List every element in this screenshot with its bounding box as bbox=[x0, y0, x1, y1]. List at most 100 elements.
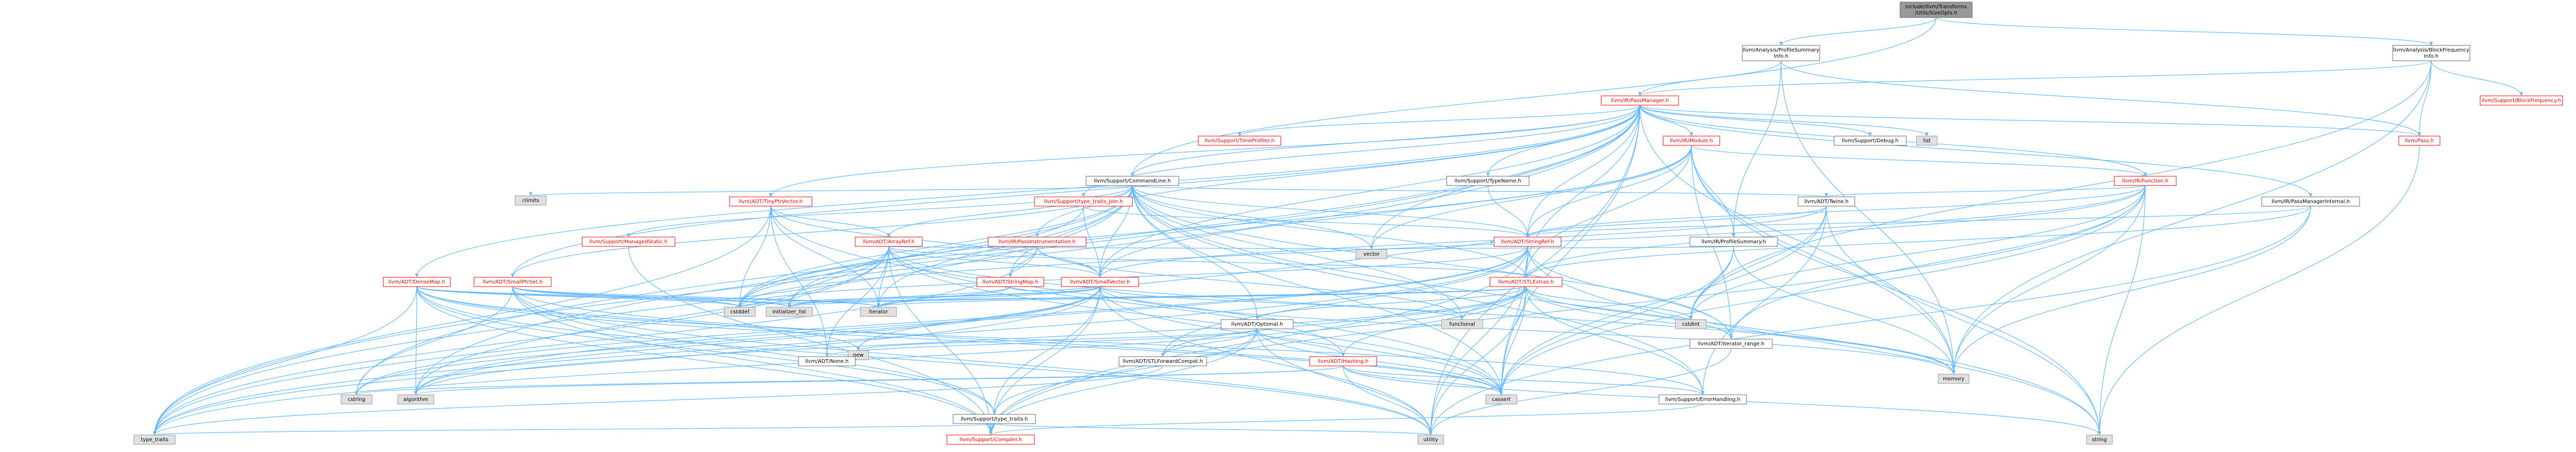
node-llvm-adt-stlforwardcompat-h[interactable]: llvm/ADT/STLForwardCompat.h bbox=[1118, 356, 1207, 366]
edge-cmdline-to-string bbox=[1132, 185, 2102, 436]
node-llvm-support-type-traits-h[interactable]: llvm/Support/type_traits.h bbox=[953, 414, 1036, 424]
node-box bbox=[946, 434, 1035, 445]
edge-passmgr-to-utility bbox=[1429, 105, 1640, 436]
node-label: llvm/IR/PassManagerInternal.h bbox=[2272, 199, 2350, 205]
node-llvm-support-errorhandling-h[interactable]: llvm/Support/ErrorHandling.h bbox=[1658, 394, 1747, 405]
edge-stlextras-to-hashing bbox=[1341, 286, 1527, 357]
node-llvm-support-managedstatic-h[interactable]: llvm/Support/ManagedStatic.h bbox=[582, 237, 675, 247]
edge-smallptrset-to-cassert bbox=[512, 286, 1503, 395]
edge-passinstr-to-functional bbox=[1037, 246, 1464, 320]
edge-cmdline-to-cassert bbox=[1132, 185, 1503, 395]
node-llvm-support-type-traits-join-h[interactable]: llvm/Support/type_traits_join.h bbox=[1034, 196, 1133, 207]
edge-profsum-to-cassert bbox=[1499, 246, 1734, 395]
edge-stringref-to-iterrange bbox=[1527, 246, 1733, 340]
edge-typejoin-to-smallvector bbox=[1083, 206, 1102, 278]
node-label: llvm/IR/Module.h bbox=[1670, 138, 1713, 144]
edge-smallptrset-to-iterator bbox=[512, 286, 880, 308]
node-label: llvm/ADT/StringMap.h bbox=[982, 279, 1038, 285]
node-string: string bbox=[2086, 434, 2113, 445]
node-llvm-adt-stringmap-h[interactable]: llvm/ADT/StringMap.h bbox=[976, 277, 1044, 287]
node-llvm-adt-stlextras-h[interactable]: llvm/ADT/STLExtras.h bbox=[1489, 277, 1563, 287]
node-utility: utility bbox=[1417, 434, 1444, 445]
node-label: /Utils/SizeOpts.h bbox=[1915, 10, 1957, 16]
edge-smallvector-to-memory bbox=[1099, 286, 1956, 375]
node-label: cstring bbox=[348, 397, 365, 403]
node-llvm-adt-twine-h[interactable]: llvm/ADT/Twine.h bbox=[1798, 196, 1855, 207]
edge-densemap-to-errhandling bbox=[416, 286, 1705, 395]
node-llvm-ir-function-h[interactable]: llvm/IR/Function.h bbox=[2114, 176, 2177, 186]
node-llvm-adt-optional-h[interactable]: llvm/ADT/Optional.h bbox=[1221, 319, 1294, 329]
edge-passmgr-to-stlextras bbox=[1524, 105, 1640, 278]
node-llvm-adt-tinyptrvector-h[interactable]: llvm/ADT/TinyPtrVector.h bbox=[729, 196, 812, 207]
node-box bbox=[1658, 394, 1747, 405]
node-box bbox=[1441, 319, 1483, 329]
node-label: llvm/ADT/STLForwardCompat.h bbox=[1123, 359, 1203, 364]
edge-stlextras-to-errhandling bbox=[1526, 286, 1705, 395]
node-box bbox=[1355, 249, 1387, 259]
node-initializer-list: initializer_list bbox=[766, 307, 813, 317]
node-llvm-ir-module-h[interactable]: llvm/IR/Module.h bbox=[1663, 136, 1720, 146]
node-box bbox=[1798, 196, 1855, 207]
node-label: llvm/IR/ProfileSummary.h bbox=[1701, 239, 1766, 245]
edge-function-to-stringref bbox=[1526, 185, 2146, 238]
node-llvm-adt-smallptrset-h[interactable]: llvm/ADT/SmallPtrSet.h bbox=[473, 277, 552, 287]
node-label: llvm/Support/Debug.h bbox=[1842, 138, 1899, 144]
node-box bbox=[515, 195, 547, 206]
edge-stlextras-to-algorithm bbox=[414, 286, 1527, 395]
node-box bbox=[1663, 136, 1720, 146]
edge-passmgr-to-smallvector bbox=[1098, 105, 1640, 278]
node-label: llvm/ADT/TinyPtrVector.h bbox=[739, 199, 803, 205]
node-label: type_traits bbox=[141, 437, 168, 443]
node-llvm-adt-stringref-h[interactable]: llvm/ADT/StringRef.h bbox=[1494, 237, 1562, 247]
node-label: algorithm bbox=[403, 397, 428, 403]
edge-function-to-cstddef bbox=[738, 185, 2146, 308]
node-box bbox=[2398, 136, 2441, 146]
edge-densemap-to-typetraits bbox=[416, 286, 996, 415]
node-box bbox=[1689, 237, 1778, 247]
edge-stlextras-to-iterator bbox=[876, 286, 1527, 308]
node-llvm-support-compiler-h[interactable]: llvm/Support/Compiler.h bbox=[946, 434, 1035, 445]
node-llvm-support-commandline-h[interactable]: llvm/Support/CommandLine.h bbox=[1086, 176, 1179, 186]
edge-stlextras-to-memory bbox=[1526, 286, 1956, 375]
node-llvm-adt-none-h[interactable]: llvm/ADT/None.h bbox=[798, 356, 856, 366]
node-label: llvm/IR/PassManager.h bbox=[1611, 98, 1669, 104]
node-llvm-adt-densemap-h[interactable]: llvm/ADT/DenseMap.h bbox=[383, 277, 451, 287]
node-llvm-support-typename-h[interactable]: llvm/Support/TypeName.h bbox=[1446, 176, 1530, 186]
node-llvm-ir-passmanager-h[interactable]: llvm/IR/PassManager.h bbox=[1601, 95, 1679, 106]
edge-psi-to-passmgr bbox=[1638, 60, 1782, 96]
node-box bbox=[976, 277, 1044, 287]
edge-tinyptr-to-cassert bbox=[770, 206, 1503, 395]
edge-cmdline-to-twine bbox=[1132, 185, 1828, 197]
edge-stlextras-to-cassert bbox=[1499, 286, 1527, 395]
node-memory: memory bbox=[1938, 374, 1970, 384]
edge-function-to-string bbox=[2097, 185, 2146, 436]
node-llvm-support-timeprofiler-h[interactable]: llvm/Support/TimeProfiler.h bbox=[1198, 136, 1281, 146]
edge-stringref-to-algorithm bbox=[414, 246, 1528, 395]
node-llvm-support-debug-h[interactable]: llvm/Support/Debug.h bbox=[1834, 136, 1907, 146]
node-llvm-adt-smallvector-h[interactable]: llvm/ADT/SmallVector.h bbox=[1061, 277, 1139, 287]
node-llvm-adt-hashing-h[interactable]: llvm/ADT/Hashing.h bbox=[1309, 356, 1377, 366]
edge-smallptrset-to-cstring bbox=[354, 286, 513, 395]
node-label: initializer_list bbox=[772, 309, 806, 315]
node-llvm-ir-profilesummary-h[interactable]: llvm/IR/ProfileSummary.h bbox=[1689, 237, 1778, 247]
node-llvm-ir-passinstrumentation-h[interactable]: llvm/IR/PassInstrumentation.h bbox=[988, 237, 1087, 247]
node-llvm-adt-iterator-range-h[interactable]: llvm/ADT/iterator_range.h bbox=[1689, 339, 1773, 349]
node-llvm-pass-h[interactable]: llvm/Pass.h bbox=[2398, 136, 2441, 146]
edge-passmgr-to-densemap bbox=[415, 105, 1640, 278]
node-llvm-adt-arrayref-h[interactable]: llvm/ADT/ArrayRef.h bbox=[855, 237, 923, 247]
node-box bbox=[1675, 319, 1707, 329]
node-label: llvm/Analysis/BlockFrequency bbox=[2393, 47, 2469, 53]
node-box bbox=[988, 237, 1087, 247]
node-llvm-ir-passmanagerinternal-h[interactable]: llvm/IR/PassManagerInternal.h bbox=[2261, 196, 2360, 207]
node-type-traits: type_traits bbox=[133, 434, 176, 445]
edge-typetraits-to-utility bbox=[994, 423, 1432, 436]
edge-twine-to-smallvector bbox=[1098, 206, 1827, 278]
edge-arrayref-to-stlextras bbox=[888, 246, 1528, 278]
edge-function-to-stlextras bbox=[1524, 185, 2146, 278]
node-climits: climits bbox=[515, 195, 547, 206]
edge-densemap-to-new bbox=[416, 286, 860, 351]
node-include-llvm-transforms-utils-sizeopts-h[interactable]: include/llvm/Transforms/Utils/SizeOpts.h bbox=[1900, 2, 1973, 18]
node-llvm-support-blockfrequency-h[interactable]: llvm/Support/BlockFrequency.h bbox=[2480, 95, 2563, 106]
